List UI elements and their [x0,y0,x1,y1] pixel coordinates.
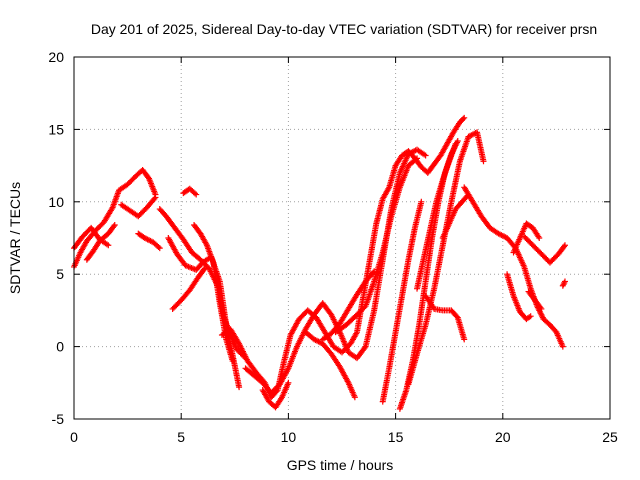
y-tick-label: 5 [56,266,64,282]
data-point [561,242,568,249]
chart-title: Day 201 of 2025, Sidereal Day-to-day VTE… [91,21,597,37]
x-tick-label: 15 [388,429,404,445]
x-axis-label: GPS time / hours [287,457,394,473]
series-track-9 [180,185,200,198]
data-point [460,115,467,122]
series-track-28 [559,278,568,289]
series-track-17 [379,198,425,405]
x-tick-label: 25 [602,429,618,445]
data-point [452,140,459,147]
y-tick-label: 0 [56,339,64,355]
data-point [110,223,117,230]
data-point [156,245,163,252]
y-tick-label: -5 [52,411,65,427]
data-point [561,278,568,285]
data-point [201,265,208,272]
data-point [111,221,118,228]
series-track-5 [135,230,163,252]
series-track-3 [83,221,118,263]
x-tick-label: 5 [177,429,185,445]
data-point [155,243,162,250]
y-tick-label: 20 [48,49,64,65]
series-track-1 [71,166,159,270]
series-track-13 [259,379,292,411]
data-point [537,304,544,311]
series-track-20 [414,140,459,292]
series-track-2 [71,224,112,252]
data-point [414,155,421,162]
series-track-24 [504,271,534,323]
data-point [422,152,429,159]
data-point [285,379,292,386]
series-track-21 [422,292,468,343]
y-axis-label: SDTVAR / TECUs [7,182,23,294]
data-point [229,358,236,365]
data-point [418,198,425,205]
series-track-15 [319,268,378,343]
axis-ticks [73,56,611,420]
data-point [480,158,487,165]
data-point [361,344,368,351]
data-point [105,242,112,249]
series-track-25 [510,220,543,256]
data-point [412,156,419,163]
data-point [152,194,159,201]
data-point [561,243,568,250]
series-track-14 [302,329,358,401]
data-point [527,313,534,320]
data-point [536,235,543,241]
series-track-26 [521,233,568,266]
data-point [461,336,468,343]
series-track-10 [191,221,236,365]
y-tick-label: 10 [48,194,64,210]
series-track-27 [525,288,545,312]
tick-labels: 0 5 10 15 20 25 -5 0 5 10 15 20 [48,49,618,445]
data-point [191,190,198,197]
data-point [351,394,358,401]
series-track-4 [118,194,159,220]
y-tick-label: 15 [48,121,64,137]
x-tick-label: 10 [281,429,297,445]
data-markers [71,114,568,412]
data-point [151,195,158,202]
data-point [193,191,200,198]
data-point [559,343,566,350]
data-point [236,384,243,391]
series-track-8 [169,265,208,312]
data-point [538,305,545,312]
data-point [461,114,468,121]
data-point [200,266,207,273]
x-tick-label: 0 [70,429,78,445]
series-track-16 [332,155,421,336]
plot-frame [73,56,611,420]
x-tick-label: 20 [495,429,511,445]
